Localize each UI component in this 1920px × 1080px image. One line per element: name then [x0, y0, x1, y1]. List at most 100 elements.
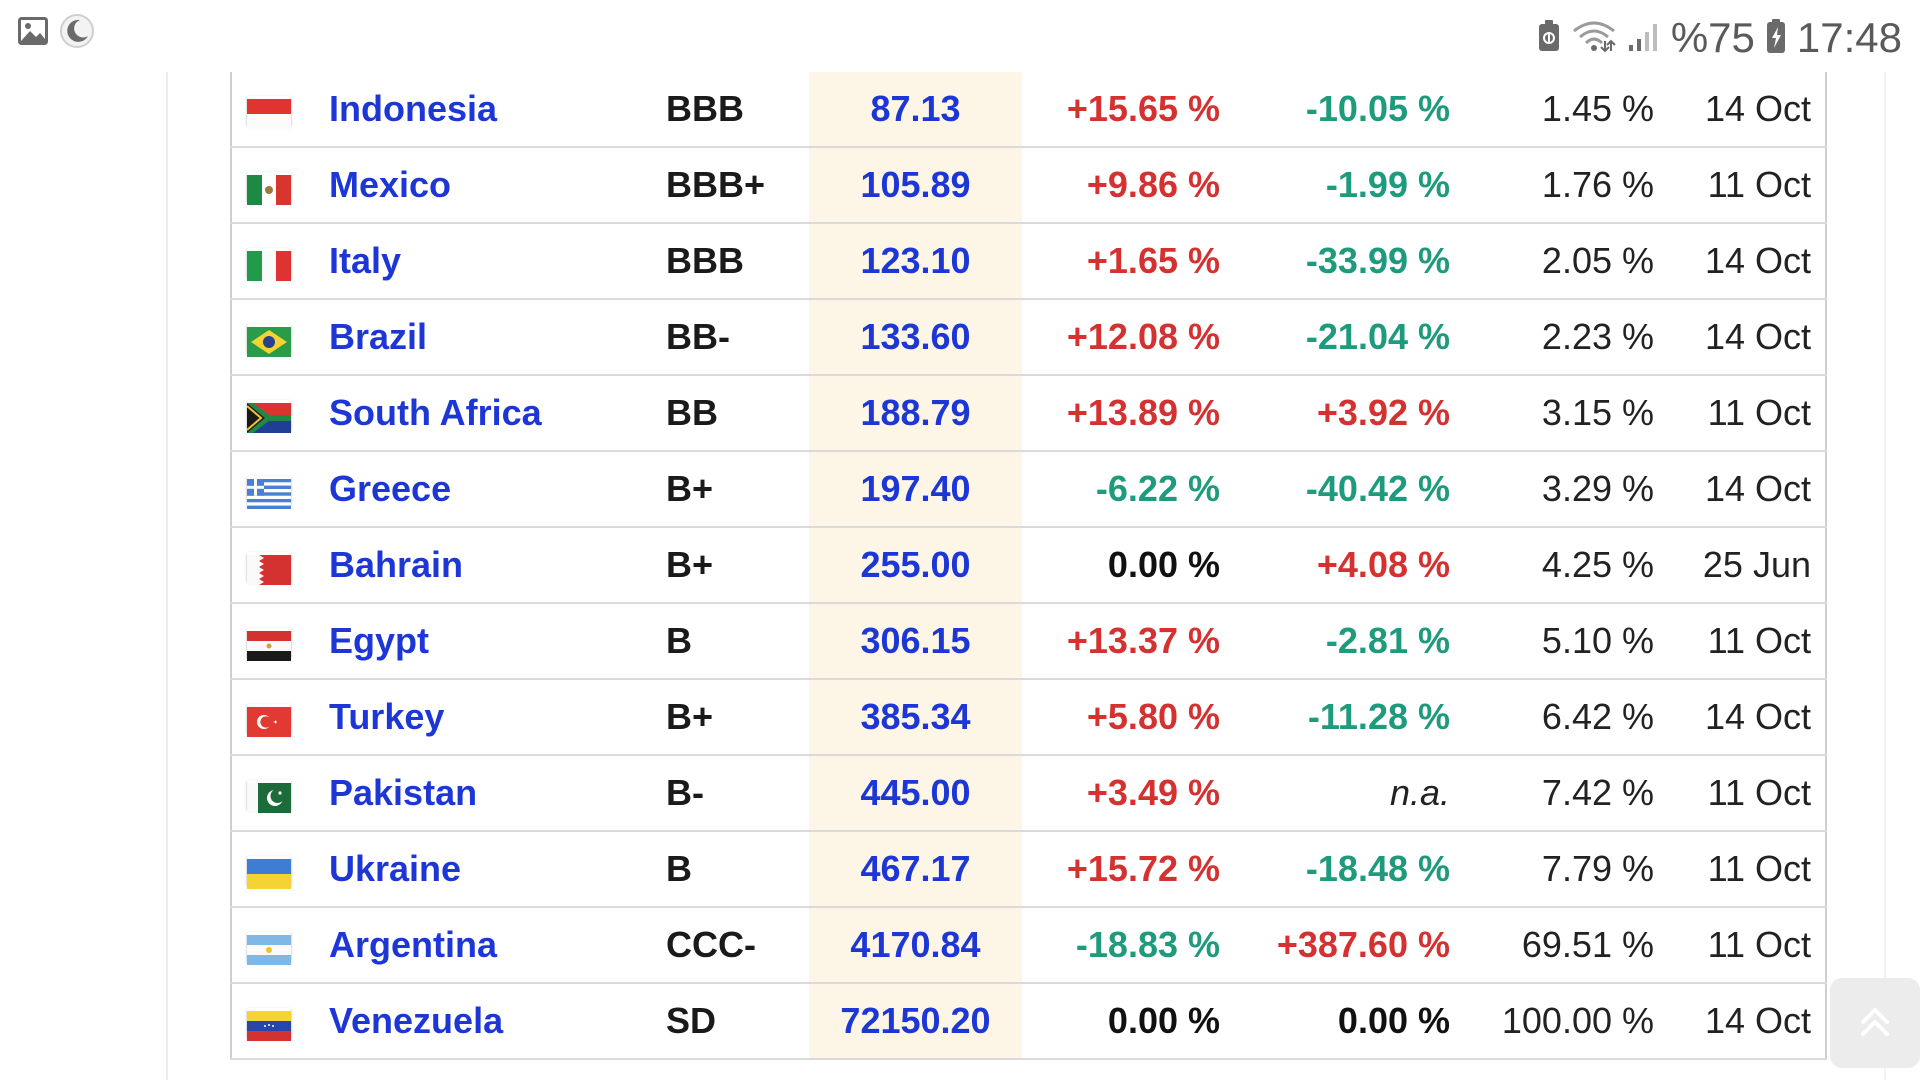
date-cell: 11 Oct [1668, 602, 1827, 680]
change-2-cell: n.a. [1234, 754, 1464, 832]
probability-cell: 5.10 % [1464, 602, 1668, 680]
change-1-cell: +9.86 % [1022, 146, 1234, 224]
change-1-cell: +15.72 % [1022, 830, 1234, 908]
date-cell: 14 Oct [1668, 450, 1827, 528]
date-cell: 11 Oct [1668, 374, 1827, 452]
flag-cell [230, 298, 329, 376]
change-1-cell: +5.80 % [1022, 678, 1234, 756]
date-cell: 11 Oct [1668, 754, 1827, 832]
change-2-cell: +387.60 % [1234, 906, 1464, 984]
country-link[interactable]: Ukraine [329, 830, 666, 908]
flag-cell [230, 602, 329, 680]
change-1-cell: 0.00 % [1022, 982, 1234, 1060]
table-row: Pakistan B- 445.00 +3.49 % n.a. 7.42 % 11 Oct [230, 754, 1827, 832]
table-row: Argentina CCC- 4170.84 -18.83 % +387.60 % 69.… [230, 906, 1827, 984]
change-2-cell: 0.00 % [1234, 982, 1464, 1060]
probability-cell: 4.25 % [1464, 526, 1668, 604]
change-2-cell: -40.42 % [1234, 450, 1464, 528]
double-chevron-up-icon [1858, 1004, 1892, 1043]
change-1-cell: +3.49 % [1022, 754, 1234, 832]
flag-cell [230, 450, 329, 528]
rating-cell: B+ [666, 450, 809, 528]
date-cell: 11 Oct [1668, 146, 1827, 224]
country-link[interactable]: Indonesia [329, 72, 666, 148]
date-cell: 14 Oct [1668, 678, 1827, 756]
south-africa-flag-icon [246, 400, 291, 434]
table-row: Venezuela SD 72150.20 0.00 % 0.00 % 100.00 % 1… [230, 982, 1827, 1060]
probability-cell: 2.23 % [1464, 298, 1668, 376]
battery-saver-icon [1537, 19, 1561, 58]
probability-cell: 2.05 % [1464, 222, 1668, 300]
country-link[interactable]: Turkey [329, 678, 666, 756]
probability-cell: 3.29 % [1464, 450, 1668, 528]
battery-percent: %75 [1670, 14, 1755, 61]
table-row: Brazil BB- 133.60 +12.08 % -21.04 % 2.23 % 14 … [230, 298, 1827, 376]
ukraine-flag-icon [247, 856, 291, 890]
table-row: Mexico BBB+ 105.89 +9.86 % -1.99 % 1.76 % 11 O… [230, 146, 1827, 224]
table-row: Ukraine B 467.17 +15.72 % -18.48 % 7.79 % 11 O… [230, 830, 1827, 908]
pakistan-flag-icon [247, 780, 291, 814]
cds-value-cell: 4170.84 [809, 906, 1022, 984]
change-2-cell: -11.28 % [1234, 678, 1464, 756]
date-cell: 14 Oct [1668, 298, 1827, 376]
scroll-to-top-button[interactable] [1830, 978, 1920, 1068]
wifi-icon [1571, 19, 1617, 58]
rating-cell: BB [666, 374, 809, 452]
change-2-cell: +3.92 % [1234, 374, 1464, 452]
rating-cell: BBB [666, 72, 809, 148]
rating-cell: B- [666, 754, 809, 832]
cds-value-cell: 72150.20 [809, 982, 1022, 1060]
country-link[interactable]: South Africa [329, 374, 666, 452]
moon-icon [58, 12, 96, 55]
country-link[interactable]: Argentina [329, 906, 666, 984]
change-1-cell: -18.83 % [1022, 906, 1234, 984]
rating-cell: B [666, 602, 809, 680]
cds-table: Indonesia BBB 87.13 +15.65 % -10.05 % 1.45 % 1… [230, 72, 1827, 1060]
probability-cell: 1.45 % [1464, 72, 1668, 148]
probability-cell: 1.76 % [1464, 146, 1668, 224]
table-row: South Africa BB 188.79 +13.89 % +3.92 % 3.15 … [230, 374, 1827, 452]
flag-cell [230, 754, 329, 832]
flag-cell [230, 982, 329, 1060]
battery-icon [1765, 18, 1787, 59]
cds-value-cell: 133.60 [809, 298, 1022, 376]
rating-cell: B+ [666, 678, 809, 756]
cds-value-cell: 385.34 [809, 678, 1022, 756]
cds-value-cell: 445.00 [809, 754, 1022, 832]
flag-cell [230, 146, 329, 224]
change-1-cell: +13.37 % [1022, 602, 1234, 680]
change-1-cell: 0.00 % [1022, 526, 1234, 604]
country-link[interactable]: Mexico [329, 146, 666, 224]
change-2-cell: -2.81 % [1234, 602, 1464, 680]
mexico-flag-icon [247, 172, 291, 206]
country-link[interactable]: Italy [329, 222, 666, 300]
greece-flag-icon [247, 476, 291, 510]
probability-cell: 7.79 % [1464, 830, 1668, 908]
change-2-cell: +4.08 % [1234, 526, 1464, 604]
cds-value-cell: 255.00 [809, 526, 1022, 604]
status-bar: %75 17:48 [0, 0, 1920, 72]
flag-cell [230, 830, 329, 908]
country-link[interactable]: Egypt [329, 602, 666, 680]
flag-cell [230, 526, 329, 604]
change-1-cell: +15.65 % [1022, 72, 1234, 148]
signal-icon [1627, 19, 1661, 58]
country-link[interactable]: Pakistan [329, 754, 666, 832]
rating-cell: BBB+ [666, 146, 809, 224]
date-cell: 14 Oct [1668, 72, 1827, 148]
country-link[interactable]: Greece [329, 450, 666, 528]
probability-cell: 69.51 % [1464, 906, 1668, 984]
probability-cell: 7.42 % [1464, 754, 1668, 832]
date-cell: 14 Oct [1668, 982, 1827, 1060]
status-bar-right: %75 17:48 [1537, 8, 1902, 68]
country-link[interactable]: Venezuela [329, 982, 666, 1060]
probability-cell: 3.15 % [1464, 374, 1668, 452]
country-link[interactable]: Bahrain [329, 526, 666, 604]
country-link[interactable]: Brazil [329, 298, 666, 376]
flag-cell [230, 678, 329, 756]
flag-cell [230, 906, 329, 984]
table-row: Greece B+ 197.40 -6.22 % -40.42 % 3.29 % 14 Oc… [230, 450, 1827, 528]
image-icon [18, 16, 48, 51]
table-row: Bahrain B+ 255.00 0.00 % +4.08 % 4.25 % 25 Jun [230, 526, 1827, 604]
page-left-edge [166, 72, 168, 1080]
